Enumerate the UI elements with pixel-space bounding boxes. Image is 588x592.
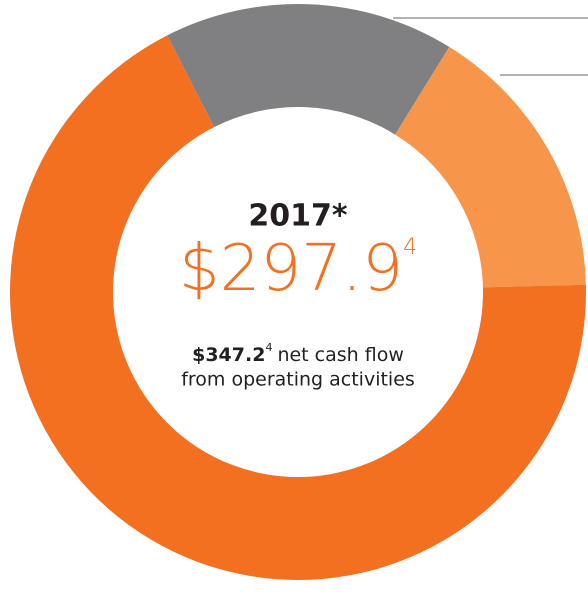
sub-value: $347.2 [192,344,265,366]
donut-segment [167,3,450,135]
donut [9,3,586,580]
center-year: 2017* [248,199,347,234]
sub-line: $347.24 net cash flow [192,341,404,366]
main-value: $297.9 [179,232,403,306]
main-note: 4 [403,235,417,260]
sub-note: 4 [265,341,272,354]
center-value: $297.94 [179,232,417,306]
donut-segment [395,46,586,288]
donut-segment [9,35,586,580]
sub-text: from operating activities [181,369,415,391]
sub-text: net cash flow [277,344,403,366]
